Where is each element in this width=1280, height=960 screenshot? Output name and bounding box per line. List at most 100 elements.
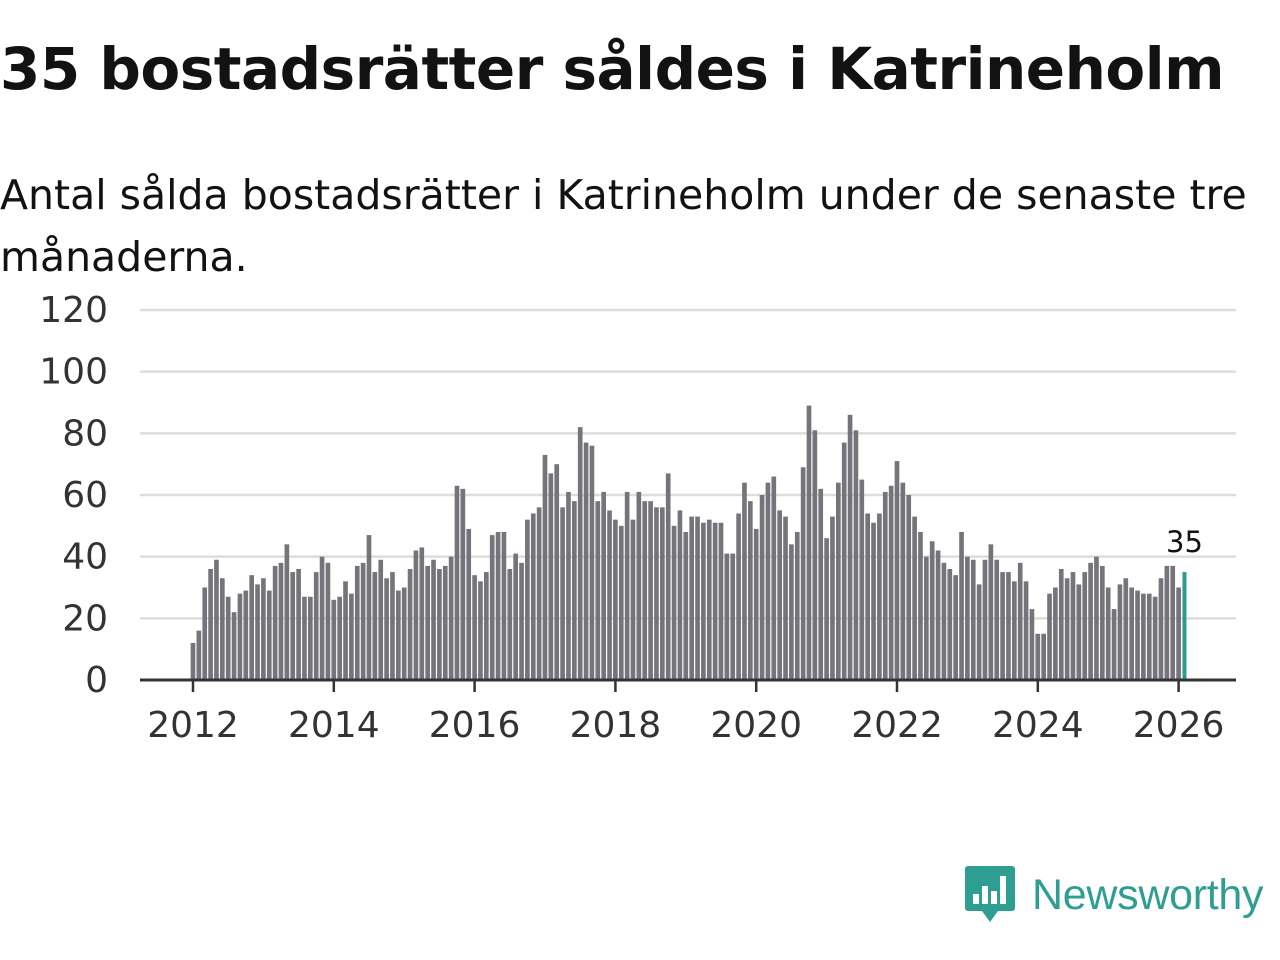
- bar: [331, 599, 337, 680]
- bar: [1017, 562, 1023, 680]
- bar: [190, 643, 196, 680]
- bar: [654, 507, 659, 680]
- bar: [243, 590, 249, 680]
- bar: [976, 584, 982, 680]
- bar: [800, 467, 806, 680]
- bar: [1094, 556, 1099, 680]
- bar: [871, 522, 876, 680]
- bar: [1058, 569, 1064, 680]
- x-tick-label: 2020: [710, 705, 802, 746]
- bar: [208, 569, 213, 680]
- y-tick-label: 40: [62, 537, 108, 578]
- bar: [560, 507, 565, 680]
- bar: [349, 593, 354, 680]
- bar: [953, 575, 958, 680]
- bar: [454, 485, 460, 680]
- bar: [513, 553, 518, 680]
- bar: [912, 516, 917, 680]
- bar-chart: 0 20 40 60 80 100 120 2012 2014 2016 2018 2020 2022…: [39, 290, 1236, 746]
- bar: [1105, 587, 1111, 680]
- bar: [671, 525, 677, 680]
- bar: [536, 507, 542, 680]
- bar: [988, 544, 994, 680]
- bar: [1135, 590, 1140, 680]
- bar: [865, 513, 870, 680]
- newsworthy-chart-icon: [965, 866, 1015, 922]
- bar: [630, 519, 636, 680]
- bar: [1152, 596, 1158, 680]
- bar: [830, 516, 835, 680]
- bar: [442, 565, 448, 680]
- bar: [220, 578, 225, 680]
- bar: [812, 430, 818, 680]
- bar: [894, 461, 900, 680]
- bar: [1053, 587, 1058, 680]
- bar: [337, 596, 342, 680]
- bar: [794, 532, 800, 680]
- bar: [888, 485, 894, 680]
- x-tick-label: 2022: [851, 705, 943, 746]
- bar: [401, 587, 407, 680]
- y-tick-label: 120: [39, 290, 108, 331]
- bar: [636, 491, 642, 680]
- bar: [1006, 572, 1011, 680]
- bar: [706, 519, 712, 680]
- bar: [1141, 593, 1146, 680]
- x-tick-label: 2014: [288, 705, 380, 746]
- bar: [390, 572, 395, 680]
- bar: [530, 513, 536, 680]
- bar: [1041, 633, 1046, 680]
- bar: [313, 572, 319, 680]
- bar: [249, 575, 254, 680]
- bar: [777, 510, 782, 680]
- bar: [607, 510, 612, 680]
- bar: [1012, 581, 1017, 680]
- y-tick-label: 80: [62, 413, 108, 454]
- chart-title: 35 bostadsrätter såldes i Katrineholm: [0, 35, 1225, 103]
- bar: [970, 559, 976, 680]
- bar: [525, 519, 530, 680]
- bar: [753, 528, 759, 680]
- bar: [595, 501, 601, 680]
- bar: [577, 427, 583, 680]
- bar: [278, 562, 284, 680]
- highlight-value-label: 35: [1166, 525, 1203, 559]
- bar: [624, 491, 630, 680]
- bar: [783, 516, 788, 680]
- bar: [372, 572, 378, 680]
- bars: [190, 405, 1187, 680]
- bar: [900, 482, 906, 680]
- annotations: 35: [1166, 525, 1203, 559]
- bar: [272, 565, 278, 680]
- x-tick-label: 2018: [570, 705, 662, 746]
- bar: [231, 612, 237, 680]
- bar: [255, 584, 260, 680]
- bar: [1082, 572, 1088, 680]
- bar: [302, 596, 307, 680]
- newsworthy-logo: Newsworthy: [964, 864, 1263, 926]
- bar: [1170, 565, 1176, 680]
- logo-text: Newsworthy: [1032, 870, 1264, 919]
- bar: [507, 569, 513, 680]
- bar: [959, 532, 964, 680]
- bar: [202, 587, 208, 680]
- bar: [1117, 584, 1123, 680]
- bar: [689, 516, 694, 680]
- bar: [431, 559, 436, 680]
- bar: [589, 445, 595, 680]
- bar: [836, 482, 841, 680]
- bar: [648, 501, 653, 680]
- bar: [566, 491, 571, 680]
- bar: [460, 488, 466, 680]
- bar: [1158, 578, 1164, 680]
- bar: [290, 572, 296, 680]
- bar: [660, 507, 665, 680]
- bar: [261, 578, 266, 680]
- bar: [1129, 587, 1134, 680]
- y-axis-labels: 0 20 40 60 80 100 120: [39, 290, 108, 701]
- x-tick-label: 2026: [1133, 705, 1225, 746]
- bar: [1047, 593, 1052, 680]
- chart-subtitle: Antal sålda bostadsrätter i Katrineholm …: [0, 171, 1247, 281]
- bar: [765, 482, 771, 680]
- y-tick-label: 20: [62, 598, 108, 639]
